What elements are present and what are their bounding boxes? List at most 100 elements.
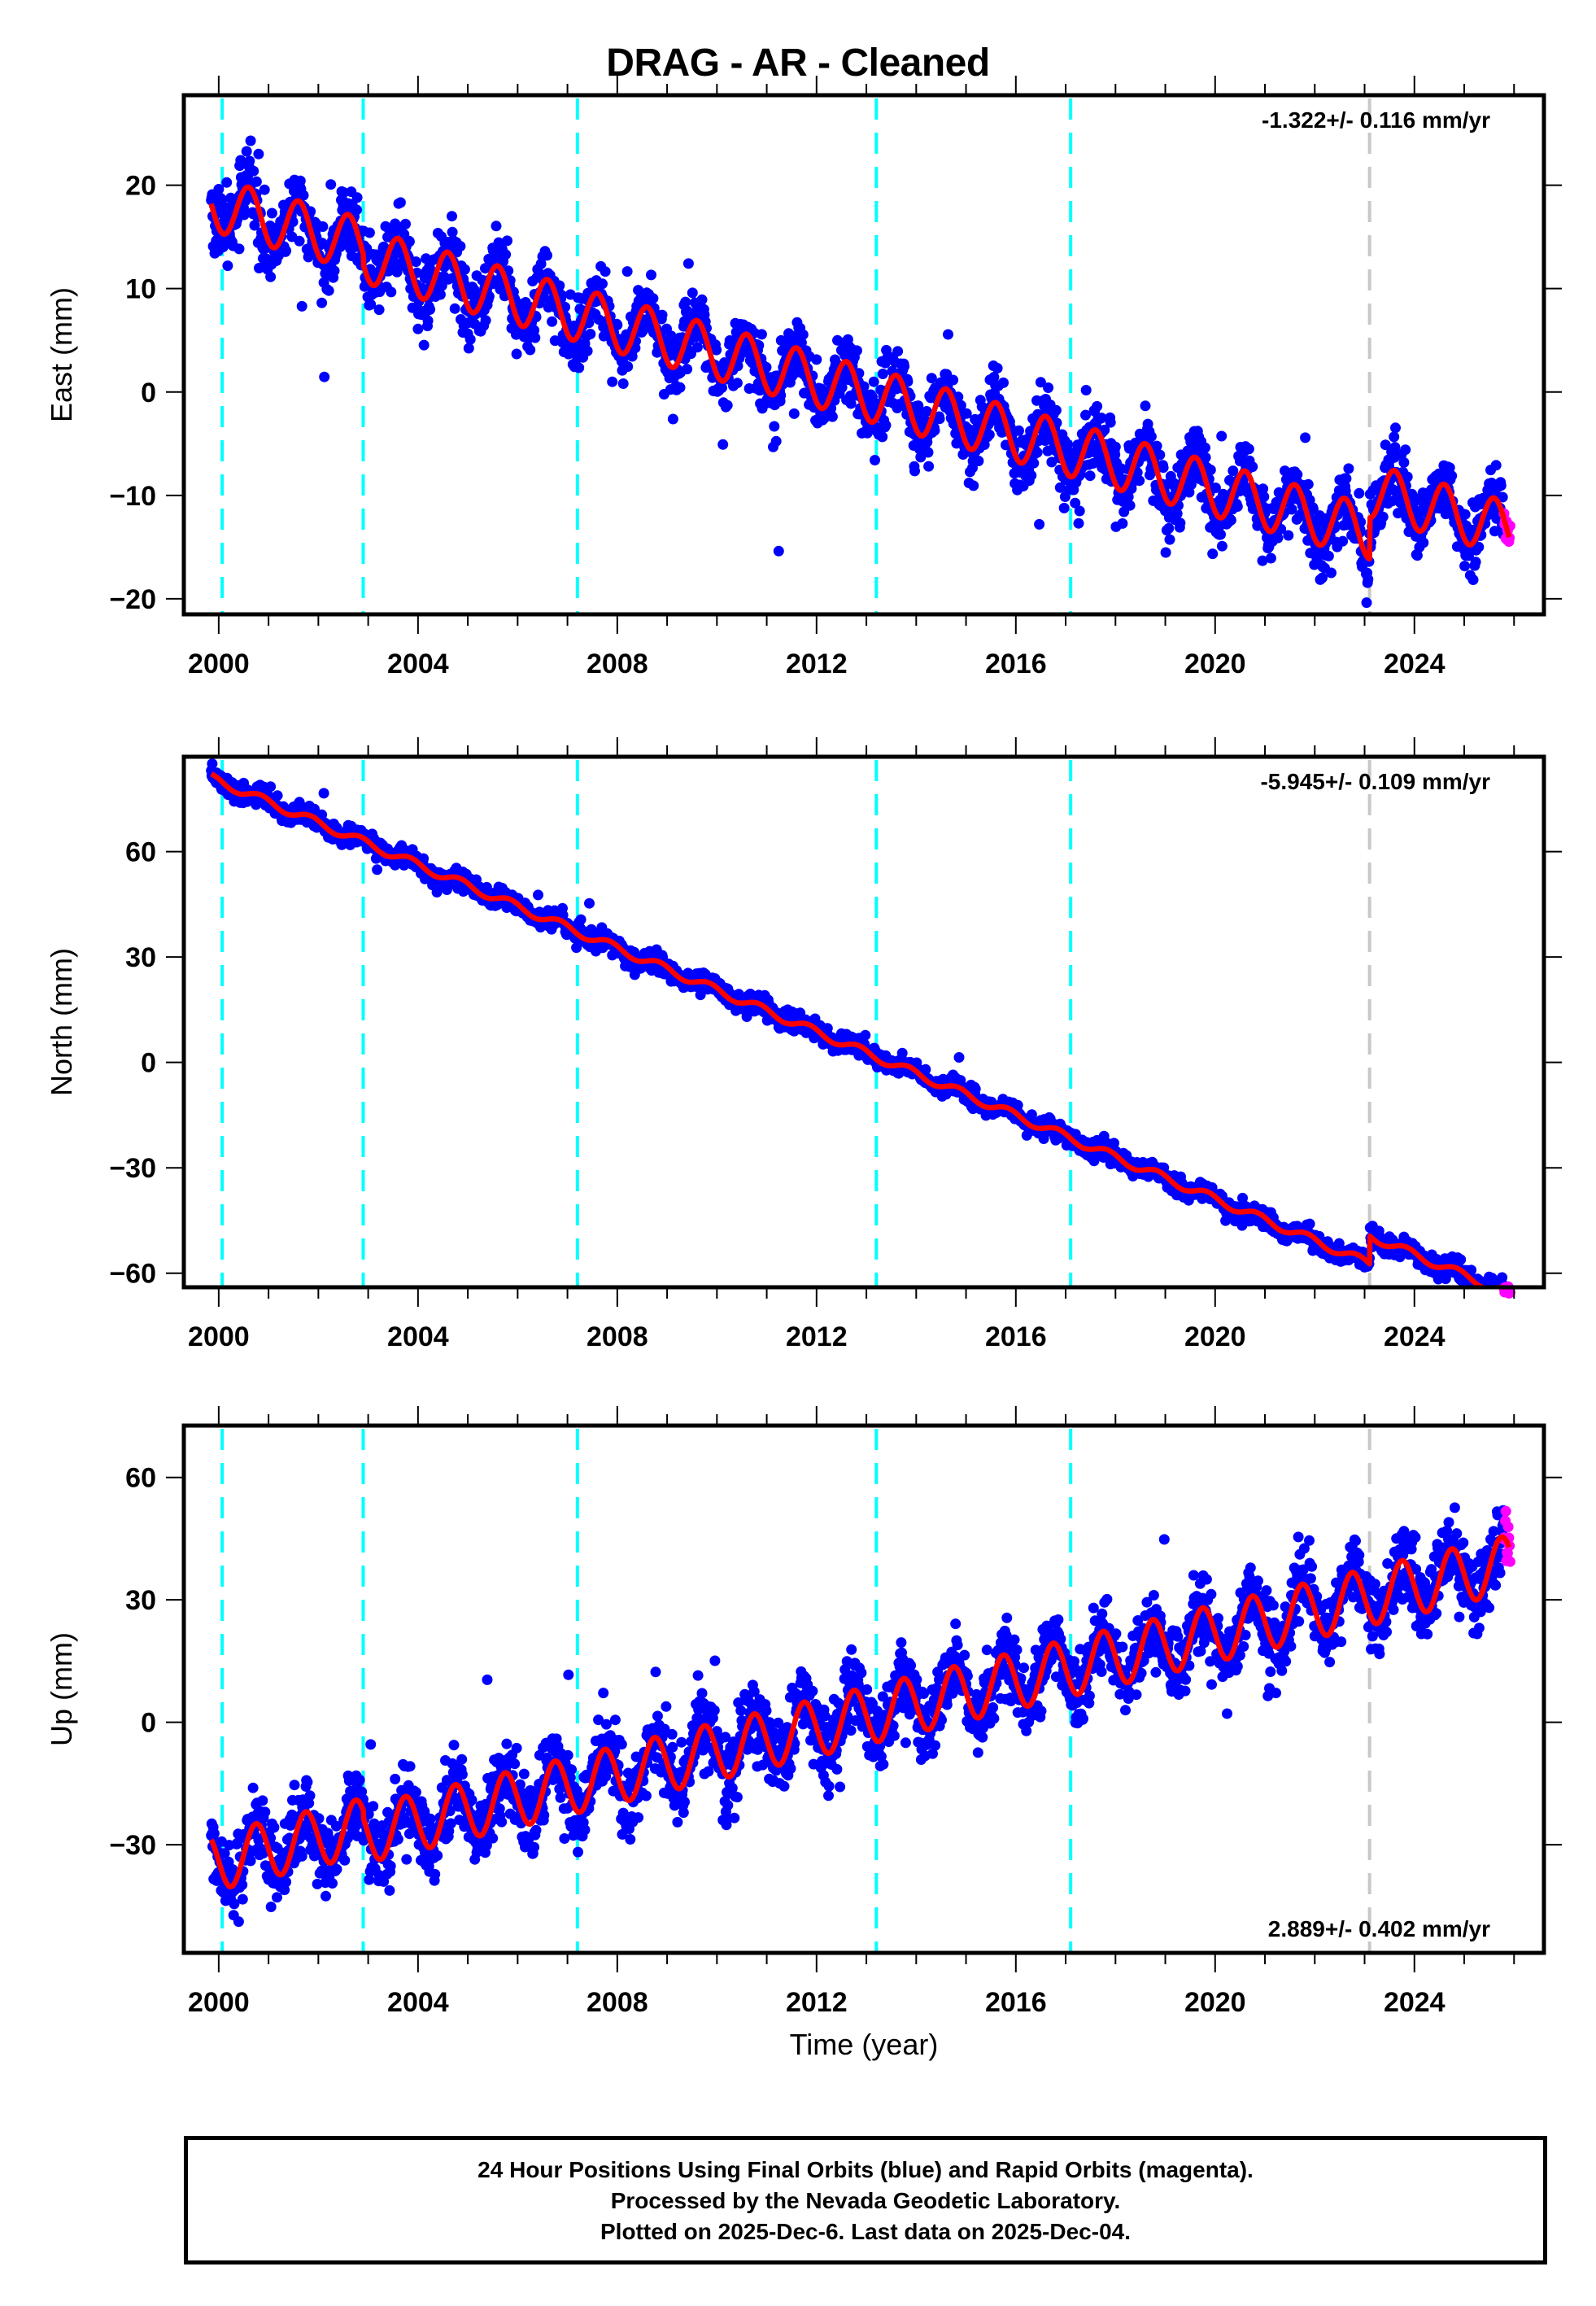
data-point <box>459 264 470 275</box>
data-point <box>251 176 262 187</box>
data-point <box>539 292 550 304</box>
data-point <box>1062 439 1073 450</box>
data-point <box>216 195 227 207</box>
data-point <box>769 421 780 432</box>
data-point <box>923 461 935 472</box>
data-point <box>1073 518 1084 529</box>
data-point <box>968 480 979 491</box>
data-point <box>410 256 421 268</box>
data-point <box>836 382 848 393</box>
data-point <box>464 334 476 345</box>
east-y-axis-title: East (mm) <box>45 287 78 422</box>
data-point <box>1074 505 1085 517</box>
data-point <box>272 790 283 801</box>
data-point <box>1363 574 1374 585</box>
data-point <box>1110 449 1121 461</box>
data-point <box>880 420 892 431</box>
data-point <box>1232 501 1243 512</box>
data-point <box>449 303 460 314</box>
data-point <box>1411 550 1423 561</box>
data-point <box>691 342 703 353</box>
data-point <box>1154 449 1166 461</box>
data-point <box>921 406 932 417</box>
data-point <box>1160 547 1171 558</box>
data-point <box>970 1083 981 1094</box>
data-point <box>281 245 292 256</box>
data-point <box>1280 465 1290 477</box>
data-point <box>221 177 233 188</box>
data-point <box>1252 520 1263 531</box>
data-point <box>648 293 659 304</box>
data-point <box>892 346 904 357</box>
data-point <box>1300 432 1311 443</box>
data-point <box>434 289 446 300</box>
data-point <box>265 781 277 793</box>
data-point <box>1158 462 1169 474</box>
data-point <box>1210 483 1221 493</box>
data-point <box>633 285 644 296</box>
data-point <box>1317 572 1328 583</box>
data-point <box>318 788 329 799</box>
data-point <box>1151 440 1162 452</box>
data-point <box>244 155 255 167</box>
data-point <box>1380 439 1391 451</box>
data-point <box>317 221 329 232</box>
data-point <box>1070 497 1081 509</box>
data-point <box>259 184 270 195</box>
data-point <box>584 898 595 909</box>
data-point <box>422 315 434 326</box>
data-point <box>1171 508 1183 519</box>
data-point <box>525 344 536 356</box>
data-point <box>298 190 309 201</box>
data-point <box>233 243 245 255</box>
data-point <box>585 329 596 339</box>
data-point <box>266 207 277 219</box>
x-tick-label: 2016 <box>985 649 1047 679</box>
data-point <box>1243 443 1254 455</box>
data-point <box>626 351 638 362</box>
data-point <box>1257 555 1268 566</box>
data-point <box>826 411 838 422</box>
data-point <box>1354 487 1365 499</box>
data-point <box>1286 504 1297 515</box>
data-point <box>241 146 252 157</box>
time-series-figure: 2000 2004 2008 2012 2016 2020 2024−20−1001020E… <box>45 76 1562 2061</box>
data-point <box>249 220 260 231</box>
data-point <box>682 258 694 269</box>
data-point <box>1050 404 1062 416</box>
data-point <box>418 339 430 351</box>
data-point <box>351 192 363 203</box>
y-tick-label: −10 <box>109 481 156 512</box>
data-point <box>1175 518 1186 529</box>
data-point <box>373 304 385 316</box>
data-point <box>502 235 512 247</box>
data-point <box>899 360 910 372</box>
x-tick-label: 2012 <box>786 649 848 679</box>
data-point <box>1343 463 1354 474</box>
data-point <box>213 184 225 194</box>
x-tick-label: 2000 <box>188 649 250 679</box>
data-point <box>877 431 888 443</box>
data-point <box>412 323 424 334</box>
data-point <box>1400 444 1411 456</box>
data-point <box>323 285 334 296</box>
data-point <box>575 914 587 925</box>
data-point <box>294 235 305 247</box>
data-point <box>447 226 458 238</box>
y-tick-label: 10 <box>125 274 156 305</box>
data-point <box>1272 532 1284 544</box>
data-point <box>1216 430 1228 442</box>
data-point <box>325 179 337 190</box>
data-point <box>1163 522 1175 534</box>
data-point <box>1418 537 1429 548</box>
data-point <box>500 249 512 260</box>
data-point <box>646 269 656 281</box>
data-point <box>1014 425 1024 436</box>
data-point <box>316 297 328 308</box>
data-point <box>992 363 1003 373</box>
data-point <box>717 439 729 450</box>
data-point <box>953 1052 965 1063</box>
data-point <box>1467 574 1479 585</box>
data-point <box>682 364 693 375</box>
data-point <box>1096 413 1107 424</box>
